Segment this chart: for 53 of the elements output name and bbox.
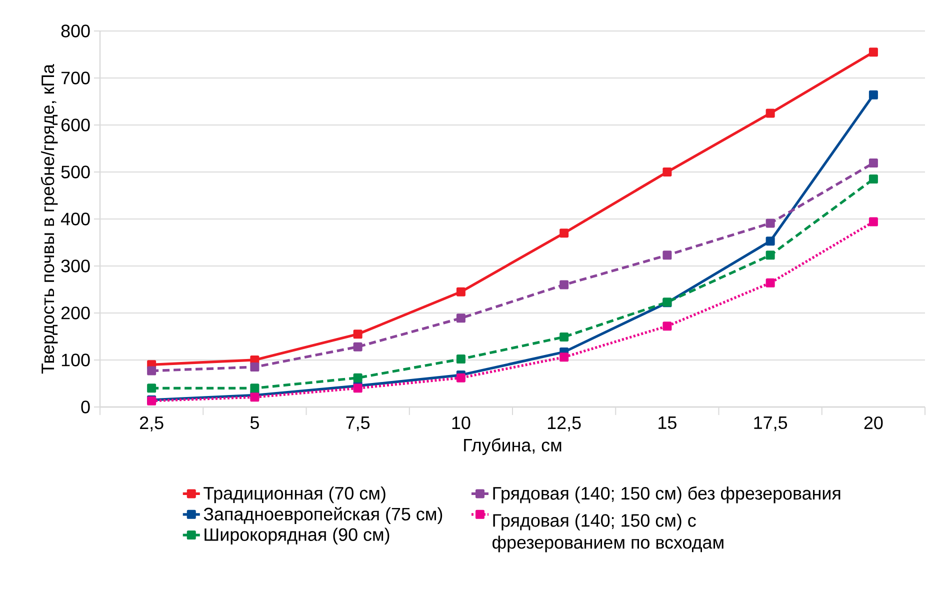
point <box>868 90 878 100</box>
point <box>250 384 260 393</box>
point <box>662 322 672 331</box>
point <box>456 287 466 296</box>
point <box>456 354 466 364</box>
y-tick-label: 300 <box>61 260 90 272</box>
y-tick-label: 100 <box>62 354 90 366</box>
y-tick-label: 700 <box>61 72 90 84</box>
point <box>560 228 569 238</box>
point <box>353 330 362 339</box>
point <box>662 250 672 260</box>
point <box>456 314 466 323</box>
legend-label: Широкорядная (90 см) <box>204 528 390 544</box>
point <box>766 250 775 260</box>
x-tick-label: 20 <box>864 416 883 430</box>
x-tick-label: 12,5 <box>548 416 581 432</box>
x-axis-title: Глубина, см <box>464 438 562 456</box>
point <box>662 167 672 176</box>
point <box>868 48 878 57</box>
point <box>147 384 156 393</box>
x-tick-label: 15 <box>658 416 676 430</box>
y-tick-label: 200 <box>61 306 90 320</box>
x-tick-label: 5 <box>250 416 259 430</box>
legend-label: Грядовая (140; 150 см) без фрезерования <box>493 486 840 504</box>
point <box>868 217 878 226</box>
x-tick-label: 10 <box>452 416 470 430</box>
point <box>766 236 775 246</box>
point <box>250 362 260 372</box>
legend-label: Грядовая (140; 150 см) с фрезерованием по всходам <box>492 514 724 552</box>
point <box>353 384 362 393</box>
point <box>147 366 156 376</box>
legend-label: Западноевропейская (75 см) <box>204 506 442 524</box>
y-axis-title: Твердость почвы в гребне/гряде, кПа <box>40 64 58 374</box>
y-tick-label: 400 <box>60 212 90 226</box>
point <box>868 158 878 168</box>
x-tick-label: 7,5 <box>346 416 370 432</box>
y-tick-label: 600 <box>61 118 90 132</box>
y-tick-label: 800 <box>61 24 90 38</box>
point <box>560 280 569 290</box>
point <box>353 373 362 382</box>
point <box>766 218 775 228</box>
y-tick-label: 500 <box>61 166 90 178</box>
x-tick-label: 17,5 <box>754 416 788 432</box>
point <box>868 174 878 184</box>
legend-label: Традиционная (70 см) <box>204 486 386 504</box>
point <box>766 278 775 288</box>
y-tick-label: 0 <box>81 400 90 414</box>
x-tick-label: 2,5 <box>140 416 164 432</box>
point <box>353 342 362 352</box>
point <box>766 108 775 118</box>
point <box>560 332 569 342</box>
point <box>560 352 569 362</box>
point <box>456 373 466 382</box>
